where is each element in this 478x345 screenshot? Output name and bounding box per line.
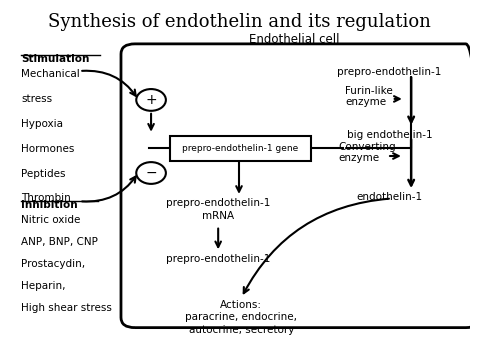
- Text: +: +: [145, 93, 157, 107]
- Text: Converting
enzyme: Converting enzyme: [338, 142, 396, 164]
- Text: Prostacydin,: Prostacydin,: [22, 259, 86, 269]
- Text: Peptides: Peptides: [22, 169, 66, 179]
- FancyBboxPatch shape: [170, 136, 311, 161]
- Text: Heparin,: Heparin,: [22, 281, 66, 291]
- Circle shape: [136, 89, 166, 111]
- Text: prepro-endothelin-1: prepro-endothelin-1: [166, 254, 271, 264]
- Text: Mechanical: Mechanical: [22, 69, 80, 79]
- Text: prepro-endothelin-1 gene: prepro-endothelin-1 gene: [182, 144, 298, 153]
- Text: prepro-endothelin-1: prepro-endothelin-1: [337, 67, 442, 77]
- Text: big endothelin-1: big endothelin-1: [347, 130, 432, 140]
- Text: Endothelial cell: Endothelial cell: [250, 33, 340, 46]
- Text: Nitric oxide: Nitric oxide: [22, 215, 81, 225]
- Text: ANP, BNP, CNP: ANP, BNP, CNP: [22, 237, 98, 247]
- Text: Actions:
paracrine, endocrine,
autocrine, secretory: Actions: paracrine, endocrine, autocrine…: [185, 300, 297, 335]
- Text: High shear stress: High shear stress: [22, 303, 112, 313]
- Circle shape: [136, 162, 166, 184]
- Text: stress: stress: [22, 94, 53, 104]
- Text: Thrombin: Thrombin: [22, 194, 71, 204]
- Text: Stimulation: Stimulation: [22, 54, 90, 64]
- Text: Hypoxia: Hypoxia: [22, 119, 64, 129]
- Text: Synthesis of endothelin and its regulation: Synthesis of endothelin and its regulati…: [48, 13, 430, 31]
- Text: −: −: [145, 166, 157, 180]
- Text: endothelin-1: endothelin-1: [356, 193, 423, 203]
- Text: Furin-like
enzyme: Furin-like enzyme: [346, 86, 393, 107]
- Text: prepro-endothelin-1
mRNA: prepro-endothelin-1 mRNA: [166, 198, 271, 221]
- Text: Inhibition: Inhibition: [22, 200, 78, 210]
- Text: Hormones: Hormones: [22, 144, 75, 154]
